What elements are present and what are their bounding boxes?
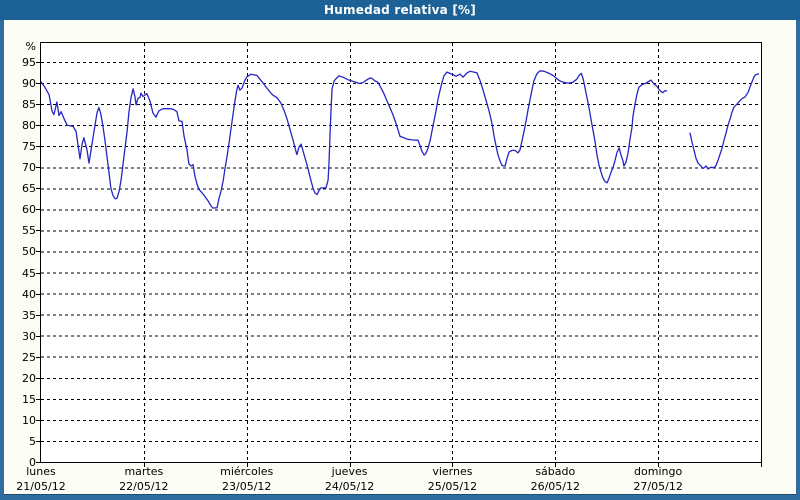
- x-axis-label: domingo 27/05/12: [608, 464, 708, 494]
- y-tick-mark: [36, 462, 40, 463]
- humidity-line-chart: [41, 43, 761, 462]
- y-tick-label: 50: [22, 245, 36, 259]
- x-tick-mark: [144, 463, 145, 467]
- chart-content-area: 0 5 10 15 20 25 30 35 40 45 50 55 60 65 70 75 80 85 90 95% l…: [4, 20, 796, 495]
- y-tick-mark: [36, 125, 40, 127]
- x-axis-label: miércoles 23/05/12: [197, 464, 297, 494]
- y-tick-mark: [36, 356, 40, 358]
- y-tick-mark: [36, 167, 40, 169]
- y-tick-label: 85: [22, 98, 36, 112]
- y-tick-label: 25: [22, 350, 36, 364]
- x-axis-day-name: miércoles: [220, 465, 274, 478]
- x-axis-label: martes 22/05/12: [94, 464, 194, 494]
- plot-area: [40, 42, 762, 463]
- y-tick-mark: [36, 104, 40, 106]
- x-axis-label: sábado 26/05/12: [505, 464, 605, 494]
- y-tick-mark: [36, 398, 40, 400]
- x-axis-date: 24/05/12: [324, 480, 375, 493]
- y-tick-label: 15: [22, 392, 36, 406]
- x-tick-mark: [350, 463, 351, 467]
- y-tick-mark: [36, 440, 40, 442]
- y-tick-mark: [36, 335, 40, 337]
- x-tick-mark: [761, 463, 762, 467]
- x-axis-date: 23/05/12: [222, 480, 272, 493]
- y-tick-mark: [36, 314, 40, 316]
- y-tick-mark: [36, 188, 40, 190]
- x-axis-date: 27/05/12: [633, 480, 683, 493]
- x-axis-label: lunes 21/05/12: [4, 464, 91, 494]
- y-tick-mark: [36, 251, 40, 253]
- y-tick-mark: [36, 209, 40, 211]
- x-axis-date: 21/05/12: [16, 480, 66, 493]
- y-tick-mark: [36, 83, 40, 85]
- y-tick-label: 20: [22, 371, 36, 385]
- humidity-series-line: [689, 73, 760, 170]
- y-tick-mark: [36, 146, 40, 148]
- y-tick-label: 30: [22, 329, 36, 343]
- y-tick-label: 55: [22, 224, 36, 238]
- x-tick-mark: [555, 463, 556, 467]
- y-tick-label: 0: [29, 456, 36, 469]
- y-axis-unit-label: %: [25, 40, 36, 53]
- x-axis-day-name: sábado: [535, 465, 576, 478]
- y-tick-mark: [36, 230, 40, 232]
- y-tick-mark: [36, 419, 40, 421]
- y-tick-label: 10: [22, 413, 36, 427]
- x-axis-date: 26/05/12: [530, 480, 580, 493]
- y-tick-mark: [36, 293, 40, 295]
- y-tick-mark: [36, 272, 40, 274]
- humidity-series-line: [41, 70, 668, 209]
- y-tick-label: 35: [22, 308, 36, 322]
- x-axis-day-name: lunes: [26, 465, 56, 478]
- y-tick-mark: [36, 62, 40, 63]
- x-axis-date: 22/05/12: [119, 480, 169, 493]
- y-tick-label: 5: [29, 434, 36, 448]
- y-tick-label: 60: [22, 203, 36, 217]
- x-axis-label: viernes 25/05/12: [402, 464, 502, 494]
- y-tick-label: 75: [22, 140, 36, 154]
- x-tick-mark: [452, 463, 453, 467]
- title-bar: Humedad relativa [%]: [0, 0, 800, 20]
- x-axis-day-name: domingo: [634, 465, 683, 478]
- y-tick-label: 70: [22, 161, 36, 175]
- x-axis-date: 25/05/12: [427, 480, 478, 493]
- y-tick-label: 65: [22, 182, 36, 196]
- y-tick-label: 45: [22, 266, 36, 280]
- x-axis-day-name: jueves: [331, 465, 368, 478]
- x-axis-day-name: martes: [124, 465, 164, 478]
- x-axis-label: jueves 24/05/12: [300, 464, 400, 494]
- x-tick-mark: [247, 463, 248, 467]
- y-tick-label: 40: [22, 287, 36, 301]
- y-tick-label: 80: [22, 119, 36, 133]
- x-tick-mark: [658, 463, 659, 467]
- y-tick-mark: [36, 377, 40, 379]
- y-tick-label: 95: [22, 56, 36, 69]
- x-axis-day-name: viernes: [432, 465, 473, 478]
- chart-title: Humedad relativa [%]: [324, 3, 476, 17]
- y-tick-label: 90: [22, 77, 36, 91]
